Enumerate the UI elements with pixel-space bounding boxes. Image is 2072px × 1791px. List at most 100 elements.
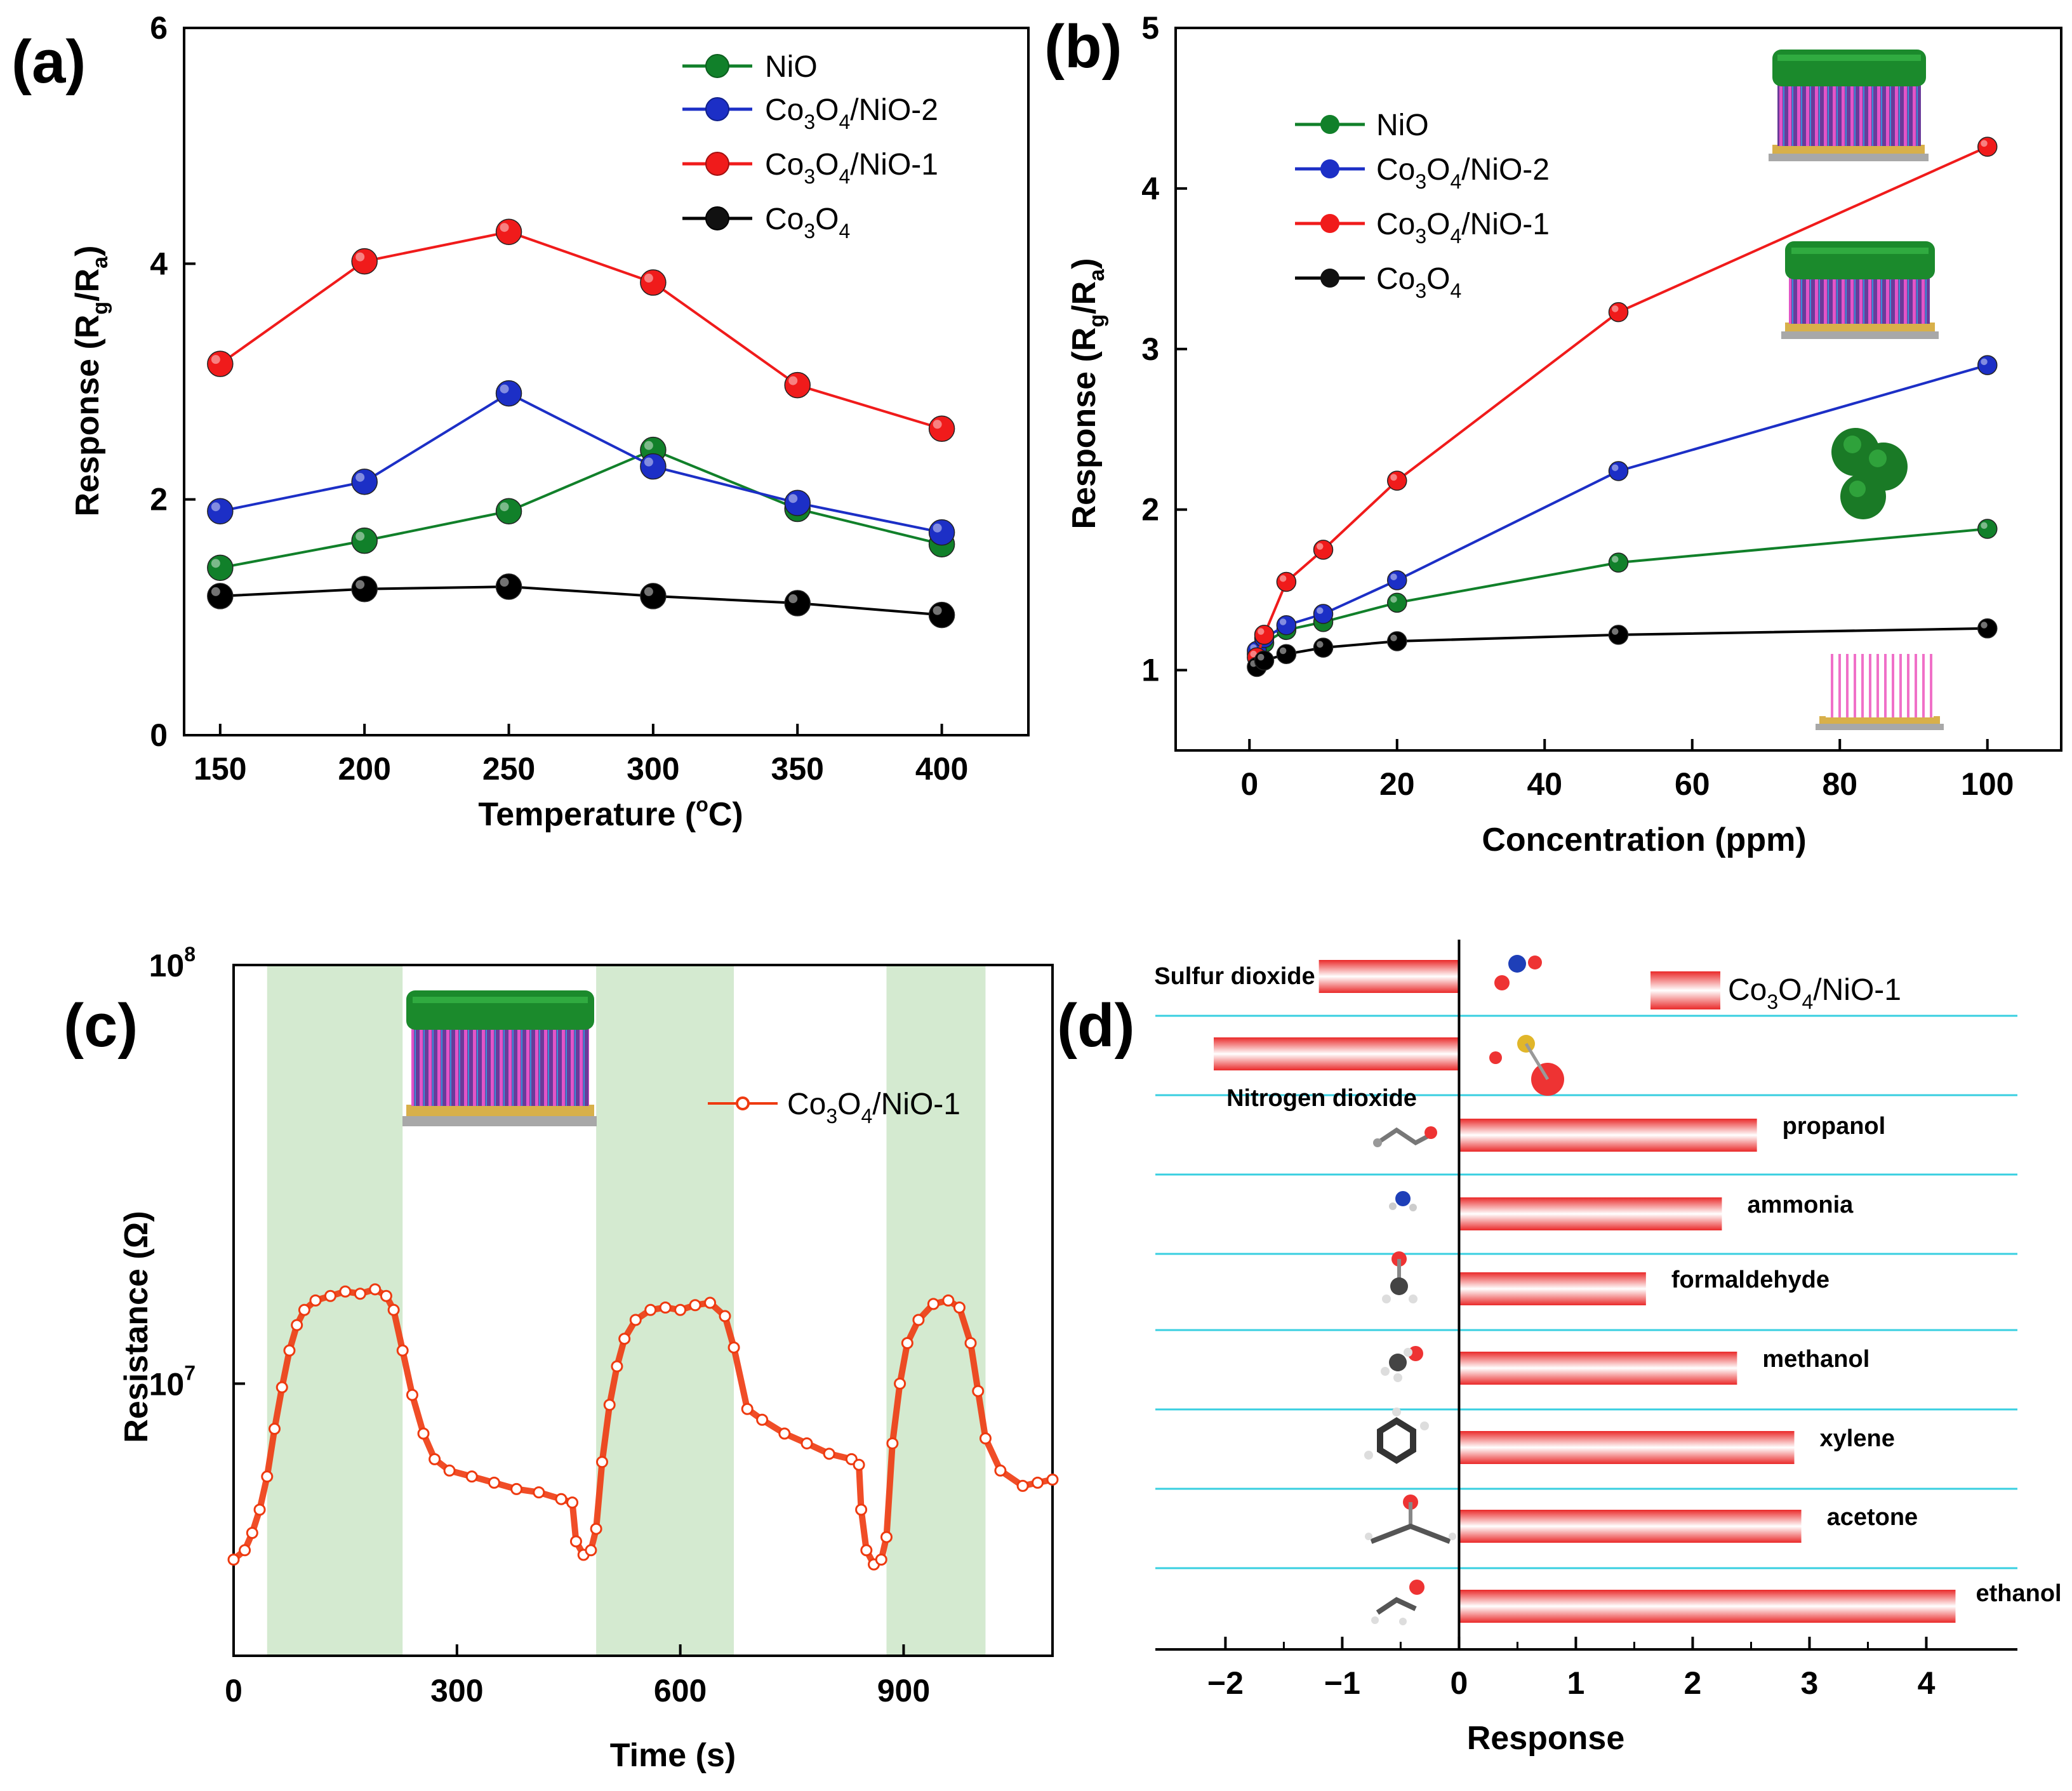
data-point-highlight-nio-300	[644, 441, 653, 450]
bar-nitrogen-dioxide	[1214, 1037, 1459, 1070]
data-point-co3o4-nio-1-525	[618, 1333, 631, 1345]
x-tick-label-3: 1	[1567, 1665, 1585, 1701]
gas-label-ethanol: ethanol	[1976, 1580, 2061, 1607]
legend-label-co3o4: Co3O4	[765, 203, 850, 243]
panel-b-frame	[1174, 27, 2062, 752]
data-point-co3o4-nio-1-460	[569, 1535, 582, 1548]
data-point-co3o4-nio-1-455	[566, 1496, 579, 1509]
nio-microsphere-inset	[1831, 428, 1908, 519]
data-point-highlight-co3o4-5	[1279, 647, 1287, 655]
data-point-co3o4-nio-1-1030	[994, 1464, 1007, 1477]
legend-label-co3o4-nio-2: Co3O4/NiO-2	[1376, 153, 1550, 193]
legend-bar-swatch	[1650, 971, 1720, 1009]
data-point-highlight-nio-150	[211, 559, 220, 568]
x-tick-label-40: 40	[1527, 766, 1562, 802]
data-point-highlight-co3o4-400	[933, 606, 942, 615]
panel-b-y-axis-title: Response (Rg/Ra)	[1066, 258, 1109, 529]
x-tick-label-5: 3	[1801, 1665, 1819, 1701]
panel-a-y-ticks: 0 2 4 6	[150, 10, 196, 753]
panel-d-gas-labels: Sulfur dioxide Nitrogen dioxide propanol am…	[1154, 963, 2061, 1607]
data-point-co3o4-nio-1-560	[644, 1303, 657, 1316]
panel-c-y-axis-title: Resistance (Ω)	[118, 1211, 155, 1442]
data-point-co3o4-nio-2-400	[928, 519, 955, 546]
data-point-co3o4-nio-1-480	[585, 1544, 597, 1557]
ammonia-molecule-icon	[1389, 1191, 1417, 1211]
data-point-co3o4-nio-1-620	[689, 1299, 701, 1312]
nanorod-array-inset-medium	[1781, 241, 1939, 339]
data-point-highlight-co3o4-nio-2-400	[933, 523, 942, 533]
data-point-co3o4-50	[1608, 625, 1629, 645]
y-tick-exponent: 7	[184, 1361, 196, 1384]
data-point-nio-100	[1977, 519, 1998, 539]
panel-d-label: (d)	[1057, 992, 1135, 1060]
data-point-co3o4-nio-1-580	[659, 1301, 672, 1314]
legend-label-co3o4-nio-2: Co3O4/NiO-2	[765, 93, 938, 133]
panel-a-y-axis-title: Response (Rg/Ra)	[69, 246, 112, 517]
x-tick-label-400: 400	[915, 751, 968, 787]
gas-exposure-band-3	[886, 965, 986, 1656]
data-point-co3o4-nio-1-495	[596, 1456, 608, 1468]
data-point-co3o4-nio-1-5	[1276, 571, 1297, 592]
data-point-highlight-co3o4-nio-2-100	[1981, 358, 1988, 366]
panel-b-series	[1247, 136, 1998, 677]
data-point-co3o4-nio-1-895	[894, 1377, 906, 1390]
panel-c-gas-exposure-bands	[267, 965, 986, 1656]
data-point-co3o4-nio-1-227	[396, 1344, 409, 1357]
legend-marker-co3o4-nio-2	[705, 97, 729, 121]
panel-a-label: (a)	[11, 28, 86, 96]
panel-a-legend: NiO Co3O4/NiO-2 Co3O4/NiO-1 Co3O4	[682, 50, 938, 243]
data-point-highlight-co3o4-100	[1981, 622, 1988, 629]
data-point-co3o4-nio-1-25	[246, 1526, 258, 1539]
data-point-co3o4-nio-1-800	[823, 1448, 835, 1460]
legend-marker-co3o4-nio-1	[736, 1096, 750, 1110]
nanorod-array-inset	[402, 990, 597, 1126]
data-point-co3o4-nio-1-170	[354, 1288, 366, 1300]
legend-marker-nio	[1320, 115, 1339, 134]
panel-b-x-ticks: 0 20 40 60 80 100	[1240, 739, 2014, 802]
y-tick-label-2: 2	[150, 482, 168, 517]
y-tick-label-3: 3	[1141, 331, 1159, 367]
y-tick-base: 10	[149, 1366, 185, 1402]
data-point-co3o4-nio-1-50	[1608, 302, 1629, 323]
data-point-co3o4-nio-1-150	[207, 350, 234, 377]
data-point-co3o4-nio-1-660	[719, 1310, 731, 1322]
formaldehyde-molecule-icon	[1382, 1251, 1418, 1303]
legend-label-co3o4-nio-1: Co3O4/NiO-1	[787, 1088, 960, 1128]
x-tick-label-1: −1	[1324, 1665, 1360, 1701]
data-point-co3o4-250	[495, 573, 522, 600]
panel-d-x-ticks: −2 −1 0 1 2 3 4	[1207, 1637, 1936, 1701]
data-point-co3o4-nio-2-20	[1387, 570, 1407, 590]
x-tick-label-250: 250	[482, 751, 535, 787]
data-point-co3o4-nio-1-1000	[972, 1385, 985, 1397]
x-tick-label-600: 600	[654, 1673, 707, 1708]
data-point-co3o4-nio-1-0	[227, 1553, 240, 1566]
data-point-highlight-nio-50	[1612, 556, 1619, 563]
y-tick-label-4: 4	[150, 246, 168, 281]
data-point-co3o4-nio-1-940	[927, 1298, 940, 1310]
data-point-co3o4-nio-1-250	[495, 218, 522, 245]
legend-marker-co3o4-nio-2	[1320, 159, 1339, 178]
data-point-highlight-co3o4-nio-2-350	[788, 494, 798, 503]
panel-b-legend: NiO Co3O4/NiO-2 Co3O4/NiO-1 Co3O4	[1295, 109, 1550, 302]
x-tick-label-900: 900	[877, 1673, 930, 1708]
data-point-co3o4-nio-1-75	[283, 1344, 296, 1357]
x-tick-label-80: 80	[1822, 766, 1857, 802]
data-point-co3o4-nio-1-20	[1387, 470, 1407, 491]
data-point-co3o4-nio-1-840	[853, 1458, 865, 1471]
data-point-co3o4-nio-1-2	[1254, 625, 1275, 645]
data-point-co3o4-nio-1-190	[369, 1283, 382, 1296]
data-point-highlight-co3o4-nio-1-2	[1258, 628, 1265, 635]
data-point-highlight-nio-200	[355, 531, 365, 541]
x-tick-label-0: 0	[225, 1673, 242, 1708]
data-point-co3o4-nio-2-10	[1313, 604, 1334, 624]
bar-acetone	[1459, 1510, 1802, 1543]
x-tick-label-60: 60	[1675, 766, 1710, 802]
bar-sulfur-dioxide	[1318, 960, 1459, 993]
data-point-co3o4-400	[928, 601, 955, 629]
x-tick-label-20: 20	[1379, 766, 1415, 802]
legend-marker-co3o4	[705, 206, 729, 230]
y-tick-label-1e8: 108	[149, 943, 196, 983]
data-point-co3o4-nio-1-850	[860, 1544, 873, 1557]
ethanol-molecule-icon	[1371, 1580, 1424, 1625]
